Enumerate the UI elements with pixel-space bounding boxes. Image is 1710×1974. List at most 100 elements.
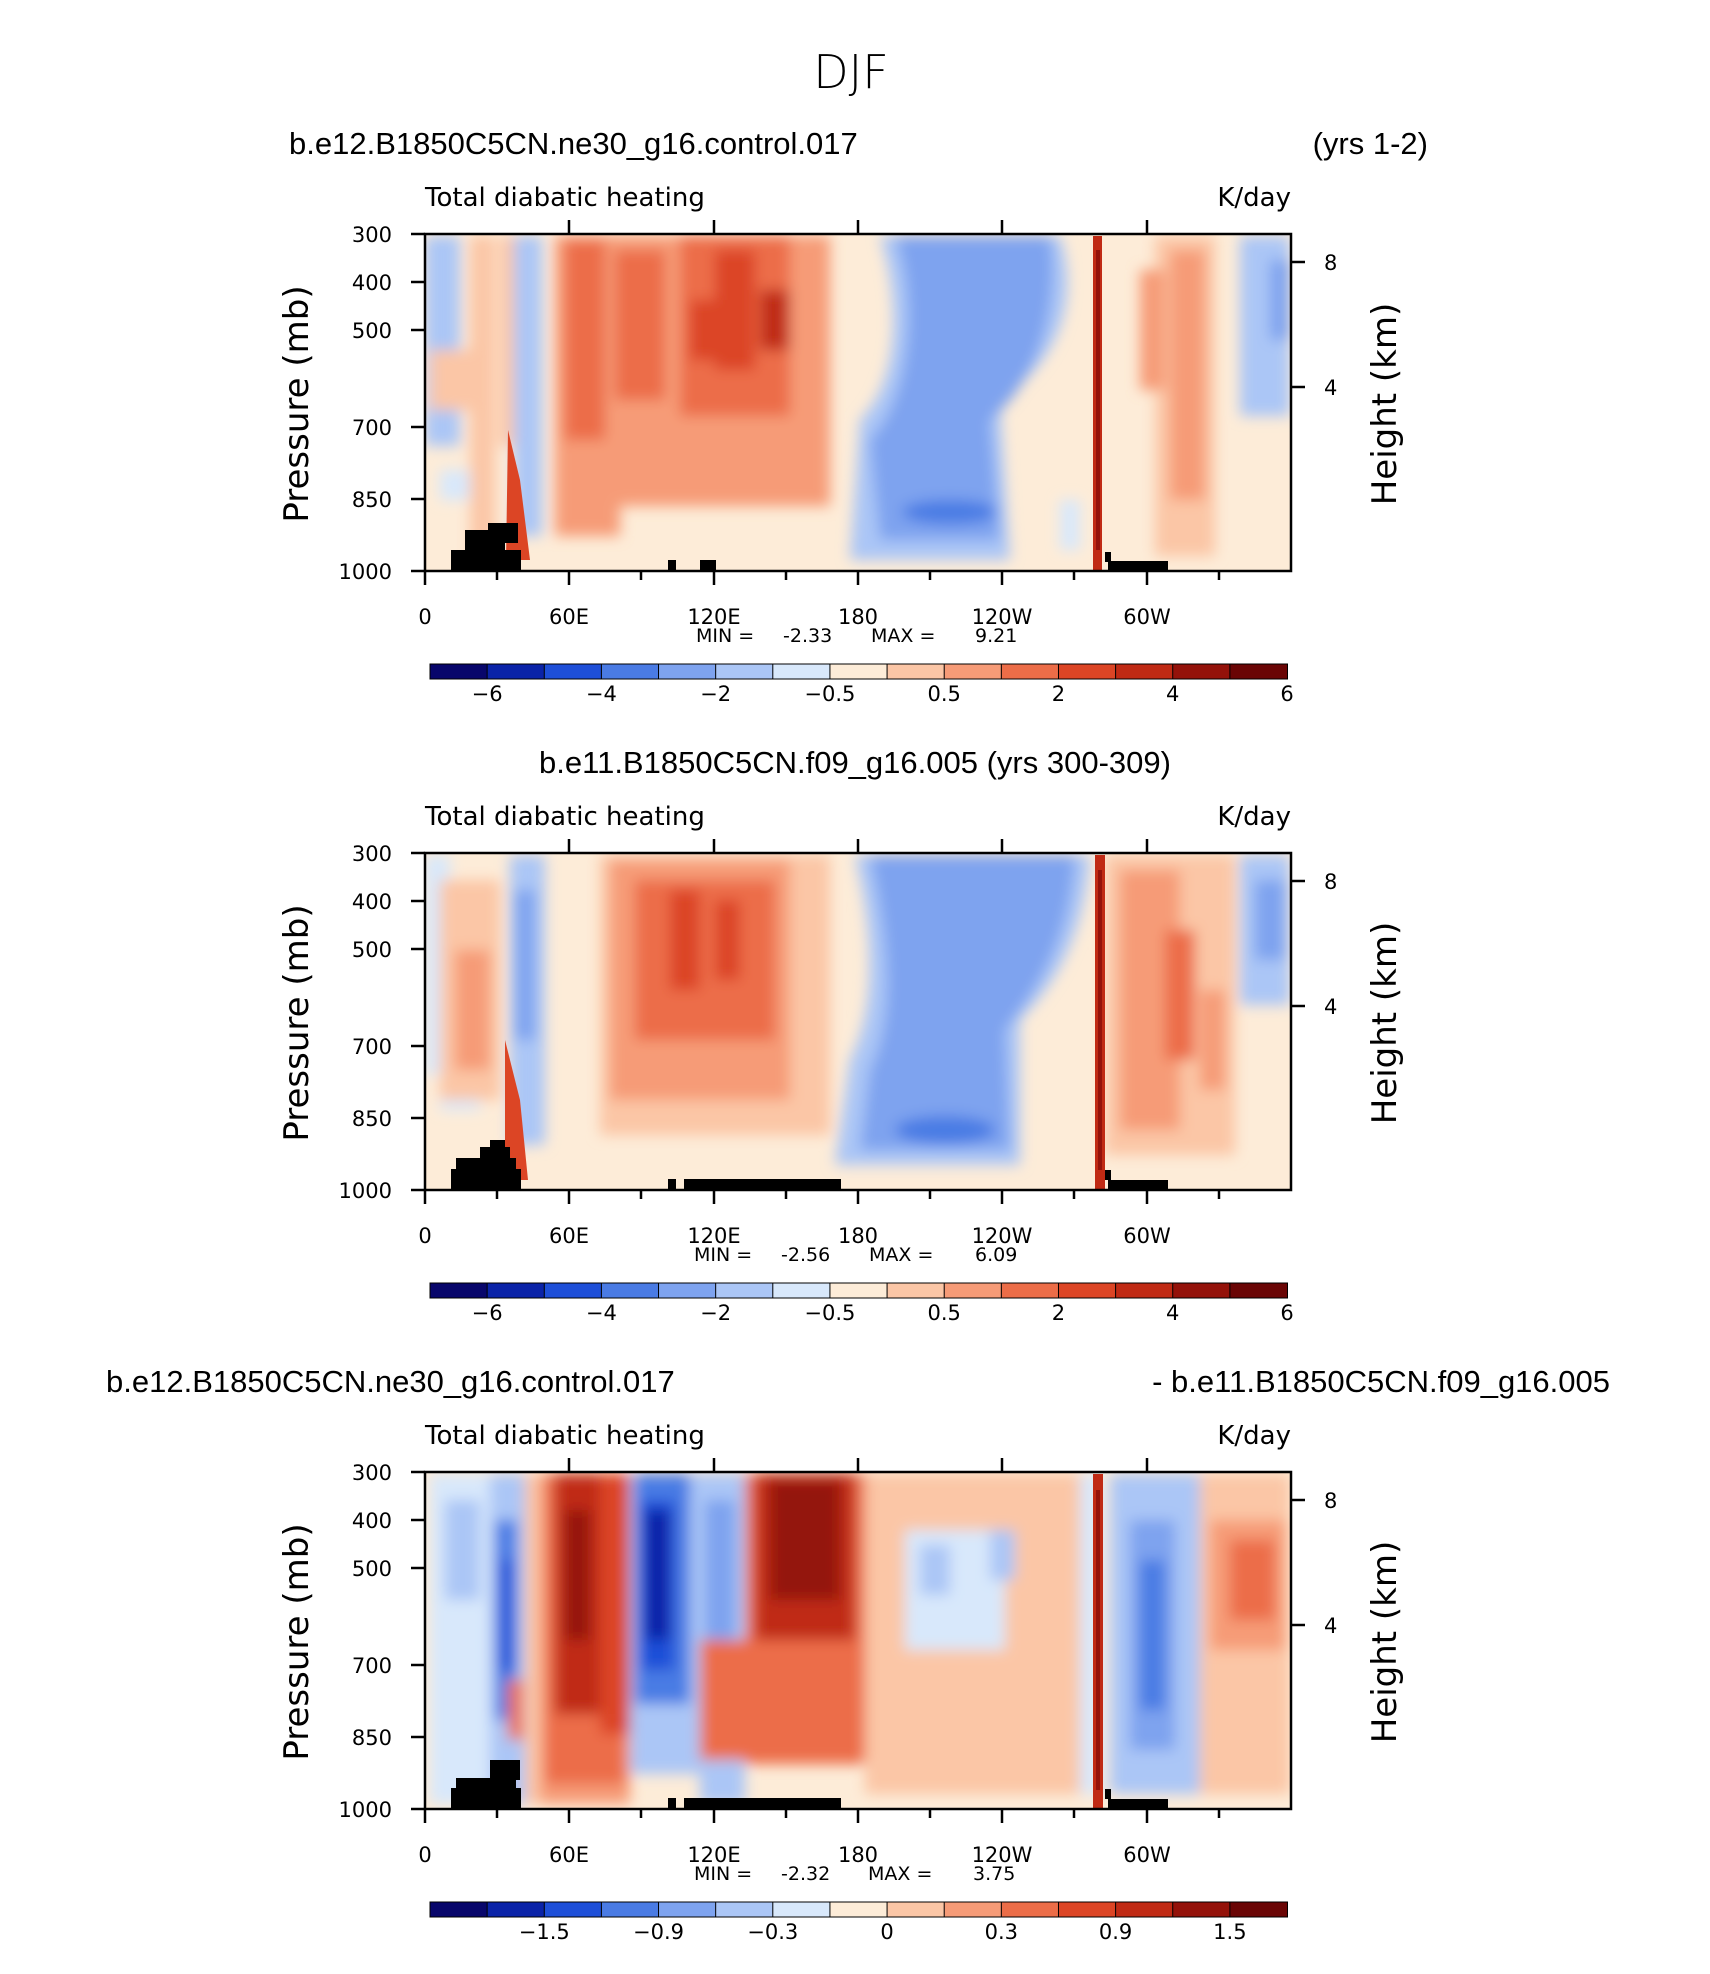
colorbar-label: 2 <box>1052 682 1065 706</box>
x-ticks <box>411 1458 1305 1823</box>
x-ticks <box>411 220 1305 585</box>
run-label: b.e11.B1850C5CN.f09_g16.005 (yrs 300-309… <box>539 745 1171 780</box>
x-tick-label: 120W <box>972 1843 1033 1867</box>
colorbar-cell <box>1229 1901 1288 1918</box>
x-tick-label: 120W <box>972 1224 1033 1248</box>
x-tick-label: 60W <box>1123 605 1171 629</box>
x-ticks <box>411 839 1305 1204</box>
colorbar-label: −0.3 <box>747 1920 798 1944</box>
colorbar-label: −6 <box>472 1301 503 1325</box>
colorbar-label: −0.9 <box>633 1920 684 1944</box>
colorbar: −6 −4 −2 −0.5 0.5 2 4 6 <box>429 1282 1294 1325</box>
y-axis-label: Pressure (mb) <box>277 1523 317 1760</box>
colorbar-cell <box>1229 663 1288 680</box>
x-tick-label: 120E <box>687 1843 740 1867</box>
colorbar-label: 1.5 <box>1213 1920 1246 1944</box>
y-tick-label: 400 <box>352 1509 392 1533</box>
x-tick-label: 0 <box>418 605 431 629</box>
colorbar-cell <box>486 1901 546 1918</box>
y2-tick-label: 4 <box>1324 376 1337 400</box>
y-tick-label: 1000 <box>339 560 392 584</box>
colorbar-cell <box>1057 1901 1117 1918</box>
y-tick-label: 400 <box>352 271 392 295</box>
colorbar-cell <box>886 1901 946 1918</box>
x-tick-label: 60E <box>549 605 589 629</box>
colorbar-cell <box>1172 663 1231 680</box>
x-tick-label: 60W <box>1123 1843 1171 1867</box>
x-tick-label: 0 <box>418 1843 431 1867</box>
colorbar-label: −4 <box>586 1301 617 1325</box>
colorbar-cell <box>600 1901 660 1918</box>
x-tick-label: 180 <box>838 1843 878 1867</box>
x-tick-label: 0 <box>418 1224 431 1248</box>
max-value: 6.09 <box>975 1244 1017 1266</box>
colorbar-cell <box>943 1901 1003 1918</box>
colorbar-cell <box>943 1282 1003 1299</box>
min-value: -2.32 <box>781 1863 830 1885</box>
min-label: MIN = <box>694 1863 752 1885</box>
units-label: K/day <box>1217 1421 1291 1451</box>
colorbar-cell <box>600 663 660 680</box>
x-tick-label: 120W <box>972 605 1033 629</box>
colorbar-label: 0.5 <box>927 682 960 706</box>
x-tick-label: 60E <box>549 1224 589 1248</box>
colorbar-cell <box>1057 1282 1117 1299</box>
max-label: MAX = <box>869 1244 933 1266</box>
colorbar-label: 6 <box>1280 1301 1293 1325</box>
panel-reference: b.e11.B1850C5CN.f09_g16.005 (yrs 300-309… <box>277 745 1405 1325</box>
colorbar-label: 0.5 <box>927 1301 960 1325</box>
x-tick-label: 60W <box>1123 1224 1171 1248</box>
diff-label: - b.e11.B1850C5CN.f09_g16.005 <box>1152 1364 1610 1399</box>
y2-tick-label: 8 <box>1324 251 1337 275</box>
colorbar-cell <box>600 1282 660 1299</box>
y2-tick-label: 8 <box>1324 870 1337 894</box>
colorbar-cell <box>715 1901 774 1918</box>
y-tick-label: 1000 <box>339 1798 392 1822</box>
panel-difference: b.e12.B1850C5CN.ne30_g16.control.017 - b… <box>106 1364 1610 1944</box>
run-label: b.e12.B1850C5CN.ne30_g16.control.017 <box>289 126 858 161</box>
y2-tick-label: 8 <box>1324 1489 1337 1513</box>
colorbar-cell <box>1000 1901 1060 1918</box>
min-value: -2.56 <box>781 1244 830 1266</box>
y-tick-label: 500 <box>352 319 392 343</box>
colorbar-label: 2 <box>1052 1301 1065 1325</box>
colorbar-cell <box>658 1901 717 1918</box>
y2-tick-label: 4 <box>1324 1614 1337 1638</box>
colorbar-cell <box>658 663 717 680</box>
x-tick-label: 60E <box>549 1843 589 1867</box>
colorbar-cell <box>1115 663 1174 680</box>
y-tick-label: 500 <box>352 938 392 962</box>
colorbar-cell <box>886 1282 946 1299</box>
colorbar-label: −0.5 <box>804 1301 855 1325</box>
y-tick-label: 300 <box>352 1461 392 1485</box>
colorbar-cell <box>772 663 831 680</box>
colorbar-label: 4 <box>1166 1301 1179 1325</box>
max-label: MAX = <box>871 625 935 647</box>
max-value: 3.75 <box>973 1863 1015 1885</box>
colorbar-cell <box>1172 1901 1231 1918</box>
colorbar-cell <box>829 1282 889 1299</box>
colorbar-label: −1.5 <box>519 1920 570 1944</box>
colorbar-cell <box>943 663 1003 680</box>
colorbar-cell <box>1000 663 1060 680</box>
colorbar-cell <box>829 663 889 680</box>
colorbar-cell <box>715 1282 774 1299</box>
colorbar-label: 6 <box>1280 682 1293 706</box>
y-tick-label: 300 <box>352 842 392 866</box>
x-tick-label: 120E <box>687 605 740 629</box>
colorbar-cell <box>543 1901 603 1918</box>
max-label: MAX = <box>868 1863 932 1885</box>
colorbar-cell <box>1172 1282 1231 1299</box>
colorbar-label: 0 <box>880 1920 893 1944</box>
years-label: (yrs 1-2) <box>1313 126 1428 161</box>
colorbar-cell <box>1115 1901 1174 1918</box>
heatmap-field <box>425 853 1291 1190</box>
plot-title: Total diabatic heating <box>424 1421 705 1451</box>
colorbar-label: −6 <box>472 682 503 706</box>
colorbar-label: −0.5 <box>804 682 855 706</box>
y-tick-label: 850 <box>352 1726 392 1750</box>
units-label: K/day <box>1217 183 1291 213</box>
colorbar-label: −4 <box>586 682 617 706</box>
x-tick-label: 180 <box>838 605 878 629</box>
colorbar: −1.5 −0.9 −0.3 0 0.3 0.9 1.5 <box>429 1901 1288 1944</box>
